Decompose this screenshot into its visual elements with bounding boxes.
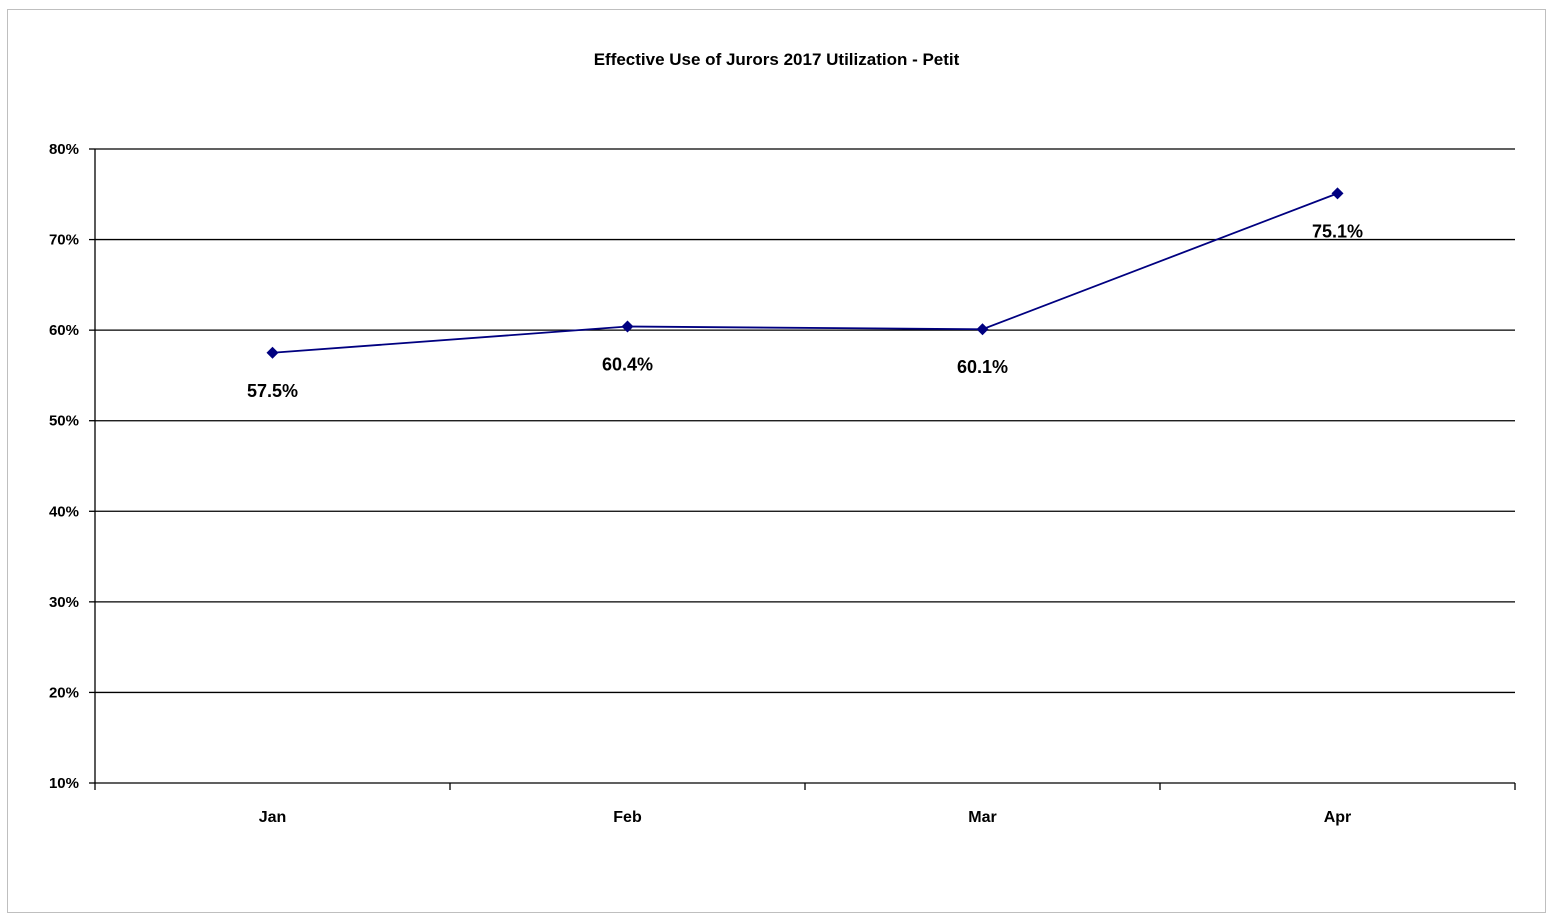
y-tick-label: 70% [49,232,79,249]
data-label: 60.4% [602,355,653,375]
y-tick-label: 10% [49,775,79,792]
x-tick-label: Feb [613,809,642,826]
data-point-marker [976,323,989,336]
chart-title: Effective Use of Jurors 2017 Utilization… [593,50,960,69]
data-point-marker [1331,187,1344,200]
data-point-marker [266,346,279,359]
series-line [272,192,1338,354]
chart-frame [7,9,1546,913]
y-tick-label: 20% [49,684,79,701]
data-label: 75.1% [1312,221,1363,241]
y-tick-label: 60% [49,322,79,339]
x-tick-label: Jan [259,809,287,826]
data-label: 60.1% [957,357,1008,377]
x-tick-label: Apr [1324,809,1352,826]
y-tick-label: 40% [49,503,79,520]
data-point-marker [621,320,634,333]
y-tick-label: 30% [49,594,79,611]
y-tick-label: 50% [49,413,79,430]
data-label: 57.5% [247,381,298,401]
y-tick-label: 80% [49,141,79,158]
x-tick-label: Mar [968,809,996,826]
